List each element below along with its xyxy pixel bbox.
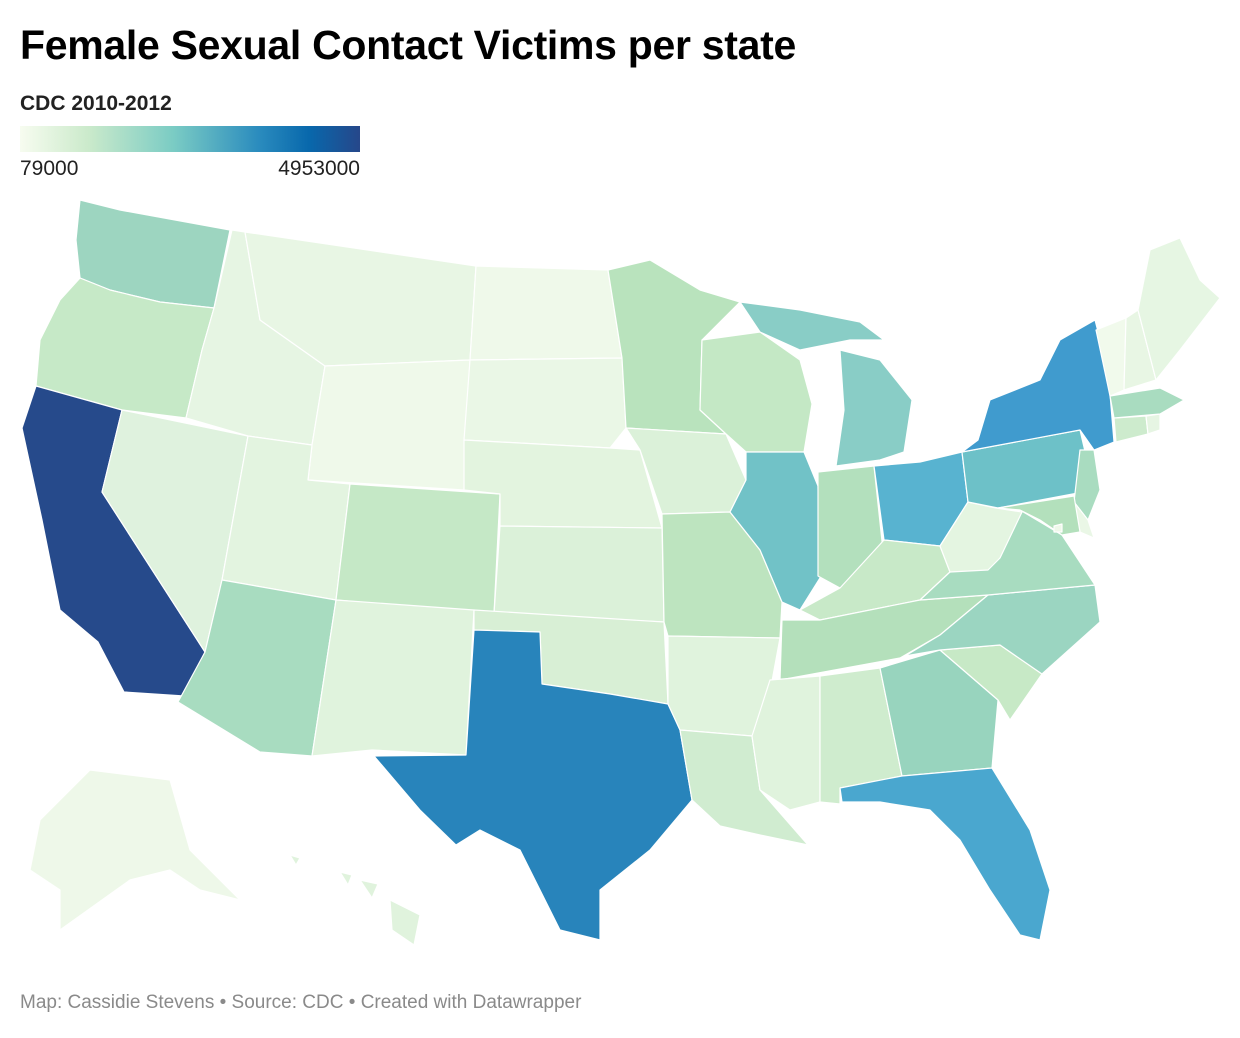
state-NY (961, 319, 1115, 453)
state-NM (311, 599, 475, 757)
state-RI (1145, 413, 1161, 435)
state-DC (1053, 523, 1063, 533)
datawrapper-link[interactable]: Created with Datawrapper (360, 992, 582, 1013)
state-IL (729, 451, 821, 611)
separator: • (348, 992, 356, 1013)
state-ME (1137, 237, 1221, 381)
state-NJ (1073, 449, 1101, 521)
state-HI (289, 854, 421, 946)
state-MI (739, 301, 913, 467)
state-KS (493, 525, 665, 623)
state-CO (335, 483, 501, 615)
state-ND (469, 265, 623, 361)
color-legend-bar (20, 126, 360, 152)
map-title: Female Sexual Contact Victims per state (20, 22, 796, 68)
state-FL (839, 767, 1051, 941)
credit-text: Map: Cassidie Stevens (20, 992, 215, 1013)
state-AK (29, 769, 241, 931)
state-GA (879, 649, 999, 777)
map-footer: Map: Cassidie Stevens • Source: CDC • Cr… (20, 992, 581, 1014)
state-TX (373, 629, 693, 941)
state-MA (1109, 387, 1185, 419)
map-subtitle: CDC 2010-2012 (20, 92, 172, 115)
legend-min-label: 79000 (20, 157, 79, 180)
us-states-map (21, 199, 1221, 946)
state-NC (904, 584, 1101, 675)
state-WY (307, 359, 471, 491)
legend-max-label: 4953000 (278, 157, 360, 180)
state-CT (1113, 415, 1149, 443)
state-SD (463, 357, 627, 449)
separator: • (219, 992, 227, 1013)
source-text: Source: CDC (231, 992, 344, 1013)
